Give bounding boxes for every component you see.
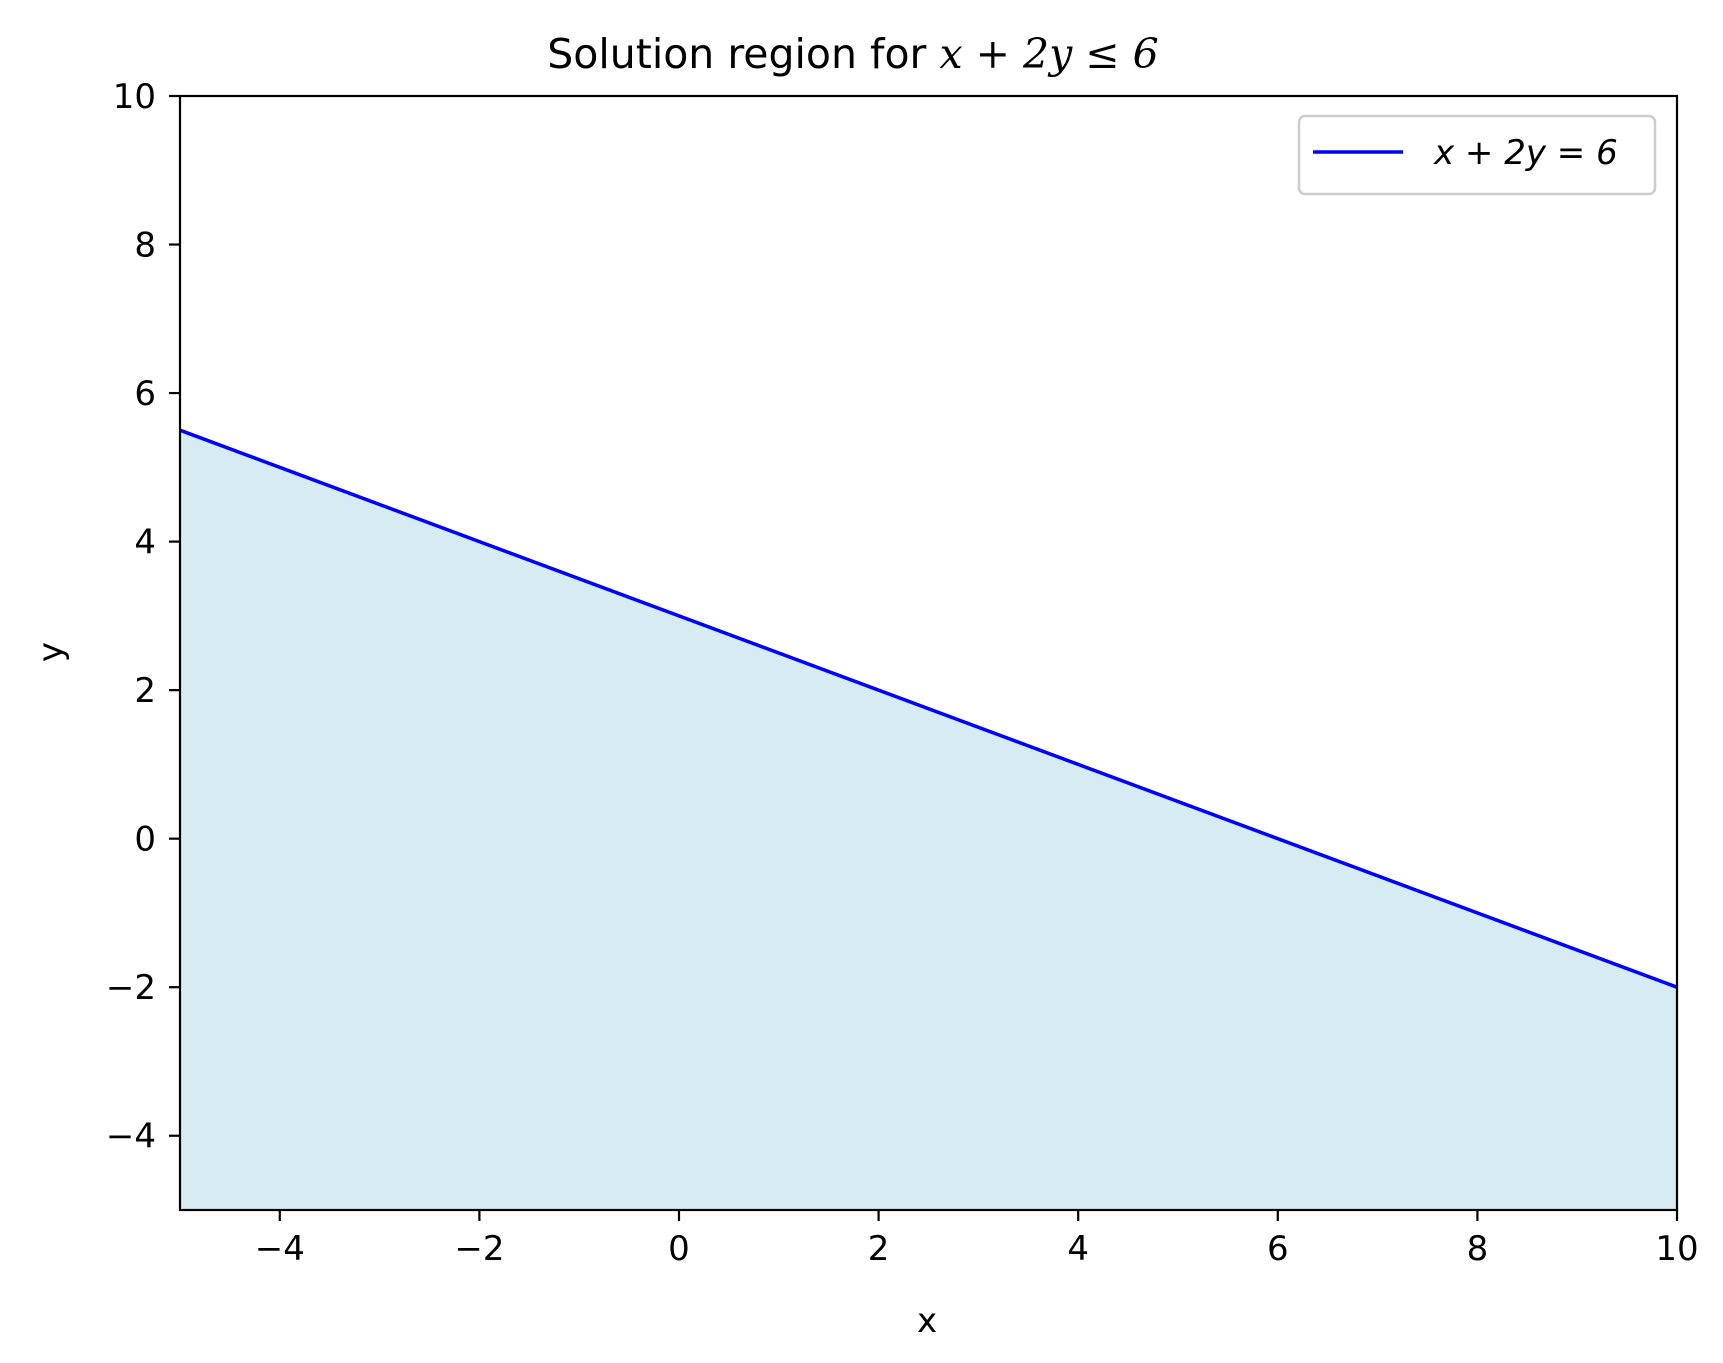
fill-region — [180, 430, 1677, 1210]
legend-label: x + 2y = 6 — [1433, 133, 1618, 173]
axes-frame-rect — [178, 94, 1679, 1212]
legend: x + 2y = 6 — [1297, 114, 1657, 196]
y-tick-label: −2 — [106, 968, 156, 1008]
fill-layer — [180, 430, 1677, 1210]
series-line-0 — [179, 428, 1678, 989]
y-axis-label: y — [31, 642, 71, 662]
x-tick-label: −4 — [255, 1229, 305, 1269]
x-axis-label: x — [917, 1301, 937, 1341]
y-axis-ticks: −4 −2 0 2 4 6 8 10 — [106, 77, 180, 1157]
y-tick-label: 6 — [134, 374, 156, 414]
legend-box — [1297, 114, 1657, 196]
chart-title-prefix: Solution region for — [547, 30, 939, 78]
x-tick-label: 4 — [1067, 1229, 1089, 1269]
y-tick-label: −4 — [106, 1117, 156, 1157]
chart-title-math: x + 2y ≤ 6 — [939, 30, 1158, 78]
y-tick-label: 10 — [113, 77, 156, 117]
y-tick-label: 8 — [134, 226, 156, 266]
x-tick-label: 2 — [868, 1229, 890, 1269]
y-tick-label: 0 — [134, 820, 156, 860]
series-layer — [179, 428, 1678, 989]
axes-frame — [178, 94, 1679, 1212]
y-tick-label: 2 — [134, 671, 156, 711]
x-tick-label: −2 — [454, 1229, 504, 1269]
chart-title: Solution region for x + 2y ≤ 6 — [547, 30, 1158, 78]
x-tick-label: 8 — [1467, 1229, 1489, 1269]
x-tick-label: 0 — [668, 1229, 690, 1269]
x-axis-ticks: −4 −2 0 2 4 6 8 10 — [255, 1210, 1699, 1269]
y-tick-label: 4 — [134, 523, 156, 563]
x-tick-label: 10 — [1655, 1229, 1698, 1269]
x-tick-label: 6 — [1267, 1229, 1289, 1269]
